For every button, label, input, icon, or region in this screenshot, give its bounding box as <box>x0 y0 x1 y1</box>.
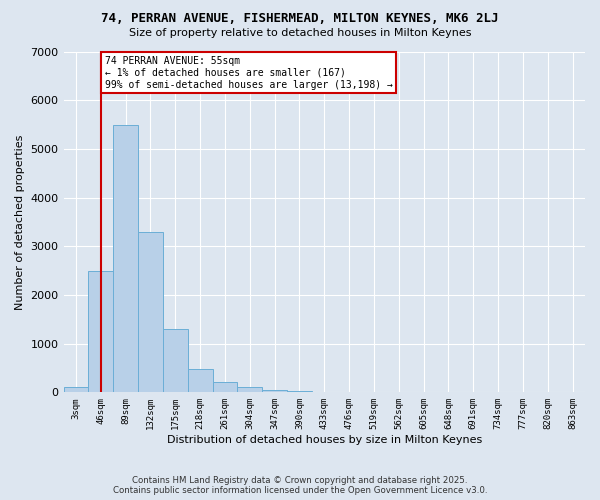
Text: 74, PERRAN AVENUE, FISHERMEAD, MILTON KEYNES, MK6 2LJ: 74, PERRAN AVENUE, FISHERMEAD, MILTON KE… <box>101 12 499 26</box>
Bar <box>88 270 113 392</box>
Text: Contains HM Land Registry data © Crown copyright and database right 2025.
Contai: Contains HM Land Registry data © Crown c… <box>113 476 487 495</box>
X-axis label: Distribution of detached houses by size in Milton Keynes: Distribution of detached houses by size … <box>167 435 482 445</box>
Bar <box>188 369 212 392</box>
Bar <box>262 390 287 392</box>
Text: 74 PERRAN AVENUE: 55sqm
← 1% of detached houses are smaller (167)
99% of semi-de: 74 PERRAN AVENUE: 55sqm ← 1% of detached… <box>104 56 392 90</box>
Bar <box>163 329 188 392</box>
Bar <box>238 388 262 392</box>
Y-axis label: Number of detached properties: Number of detached properties <box>15 134 25 310</box>
Text: Size of property relative to detached houses in Milton Keynes: Size of property relative to detached ho… <box>129 28 471 38</box>
Bar <box>212 382 238 392</box>
Bar <box>138 232 163 392</box>
Bar <box>64 388 88 392</box>
Bar <box>287 391 312 392</box>
Bar <box>113 124 138 392</box>
